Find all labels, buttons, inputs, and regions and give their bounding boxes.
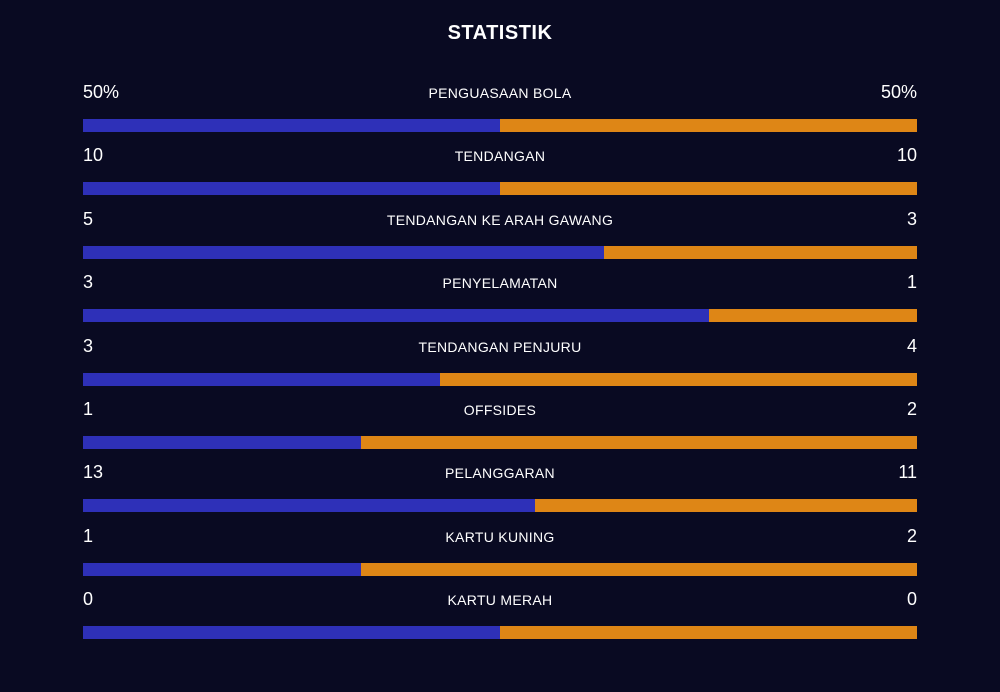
away-value: 1 [906, 272, 917, 293]
home-value: 0 [83, 589, 94, 610]
comparison-bar [83, 372, 917, 386]
away-value: 50% [880, 82, 917, 102]
home-value: 13 [83, 462, 104, 483]
comparison-bar [83, 499, 917, 513]
stat-label: TENDANGAN KE ARAH GAWANG [386, 211, 614, 228]
comparison-bar [83, 182, 917, 196]
away-value: 3 [906, 208, 917, 229]
stats-title: STATISTIK [447, 22, 553, 44]
comparison-bar [83, 626, 917, 640]
stat-row-shots-on-target: 5 TENDANGAN KE ARAH GAWANG 3 [83, 207, 917, 270]
stat-label: PELANGGARAN [445, 465, 555, 482]
home-bar [83, 245, 605, 259]
away-bar [500, 626, 917, 640]
home-bar [83, 435, 361, 449]
stat-label: OFFSIDES [463, 401, 537, 418]
home-value: 1 [83, 525, 94, 546]
away-value: 2 [906, 525, 917, 546]
home-value: 3 [83, 272, 94, 293]
stat-label: PENGUASAAN BOLA [428, 85, 572, 101]
away-bar [500, 182, 917, 196]
stat-row-red-cards: 0 KARTU MERAH 0 [83, 587, 917, 650]
away-value: 11 [898, 462, 917, 483]
stat-row-fouls: 13 PELANGGARAN 11 [83, 460, 917, 523]
home-value: 50% [83, 82, 120, 102]
away-bar [360, 562, 917, 576]
away-bar [604, 245, 917, 259]
home-bar [83, 372, 441, 386]
comparison-bar [83, 245, 917, 259]
home-bar [83, 119, 500, 132]
stat-label: KARTU MERAH [447, 592, 553, 609]
stats-list: 50% PENGUASAAN BOLA 50% 10 TENDANGAN 10 … [83, 80, 917, 651]
stat-row-offsides: 1 OFFSIDES 2 [83, 397, 917, 460]
home-bar [83, 499, 535, 513]
away-bar [500, 119, 917, 132]
away-value: 4 [906, 335, 917, 356]
away-bar [360, 435, 917, 449]
home-value: 3 [83, 335, 94, 356]
away-bar [534, 499, 917, 513]
comparison-bar [83, 435, 917, 449]
stat-label: PENYELAMATAN [442, 275, 558, 292]
stat-row-shots: 10 TENDANGAN 10 [83, 143, 917, 206]
comparison-bar [83, 119, 917, 132]
stat-label: TENDANGAN PENJURU [418, 338, 582, 355]
home-bar [83, 562, 361, 576]
away-value: 10 [896, 145, 917, 166]
stat-label: TENDANGAN [454, 148, 546, 165]
comparison-bar [83, 562, 917, 576]
stat-row-saves: 3 PENYELAMATAN 1 [83, 270, 917, 333]
stat-label: KARTU KUNING [445, 528, 555, 545]
away-bar [708, 309, 917, 323]
stat-row-corners: 3 TENDANGAN PENJURU 4 [83, 334, 917, 397]
away-value: 0 [906, 589, 917, 610]
home-value: 5 [83, 208, 94, 229]
home-value: 1 [83, 398, 94, 419]
home-bar [83, 182, 500, 196]
comparison-bar [83, 309, 917, 323]
away-value: 2 [906, 398, 917, 419]
home-value: 10 [83, 145, 104, 166]
home-bar [83, 309, 709, 323]
stat-row-yellow-cards: 1 KARTU KUNING 2 [83, 524, 917, 587]
stat-row-possession: 50% PENGUASAAN BOLA 50% [83, 80, 917, 143]
home-bar [83, 626, 500, 640]
away-bar [440, 372, 917, 386]
